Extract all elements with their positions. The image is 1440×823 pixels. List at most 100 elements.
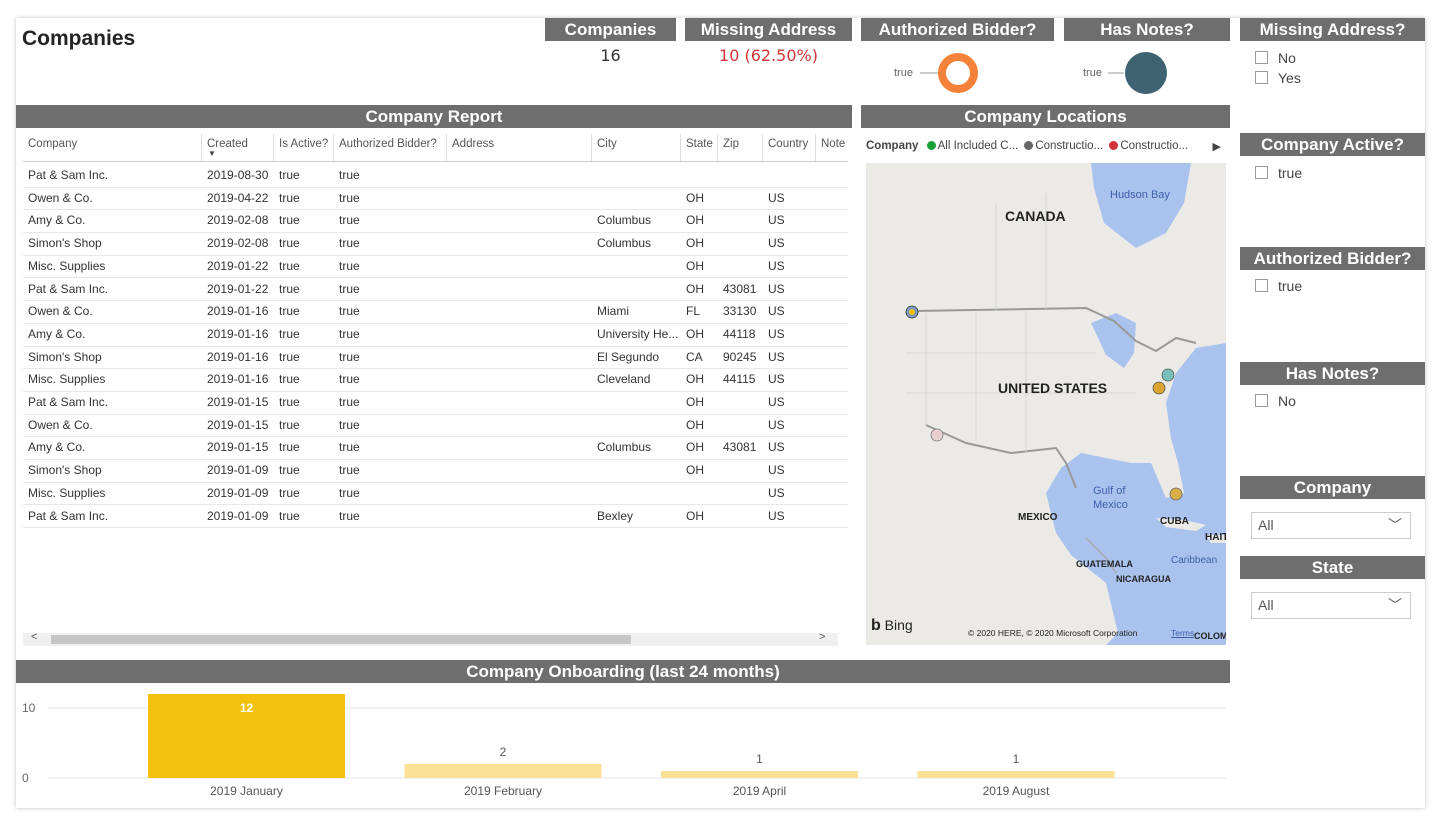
table-cell: Simon's Shop (28, 463, 102, 478)
col-is-active[interactable]: Is Active? (279, 138, 329, 150)
table-cell: OH (686, 326, 704, 341)
table-row[interactable]: Amy & Co. 2019-01-15 true true Columbus OH 430… (23, 436, 848, 461)
checkbox-icon (1255, 71, 1268, 84)
table-row[interactable]: Misc. Supplies 2019-01-22 true true OH US (23, 255, 848, 279)
table-row[interactable]: Misc. Supplies 2019-01-09 true true US (23, 482, 848, 506)
onboarding-bar[interactable] (404, 764, 602, 778)
table-cell: Pat & Sam Inc. (28, 508, 109, 523)
table-cell: true (339, 372, 360, 387)
table-cell: US (768, 326, 785, 341)
sort-desc-icon: ▼ (208, 149, 216, 158)
table-cell: true (339, 213, 360, 228)
table-cell: true (339, 304, 360, 319)
slicer-option-no[interactable]: No (1255, 50, 1296, 66)
table-cell: true (339, 463, 360, 478)
slicer-company-active-title: Company Active? (1240, 133, 1425, 156)
slicer-option-yes[interactable]: Yes (1255, 70, 1301, 86)
table-row[interactable]: Simon's Shop 2019-01-16 true true El Segundo… (23, 346, 848, 370)
donut-notes-chart[interactable] (1106, 51, 1170, 97)
map-background (866, 163, 1226, 645)
table-cell: Pat & Sam Inc. (28, 281, 109, 296)
table-cell: true (339, 236, 360, 251)
slicer-authorized-bidder-title: Authorized Bidder? (1240, 247, 1425, 270)
slicer-state-title: State (1240, 556, 1425, 579)
table-row[interactable]: Simon's Shop 2019-01-09 true true OH US (23, 459, 848, 483)
col-address[interactable]: Address (452, 138, 495, 150)
map-label-caribbean: Caribbean (1171, 555, 1218, 566)
company-locations-map[interactable]: CANADA Hudson Bay UNITED STATES Gulf of … (866, 163, 1226, 645)
legend-item-1[interactable]: All Included C... (926, 140, 1018, 152)
scroll-right-icon[interactable]: > (819, 631, 826, 643)
bar-data-label: 12 (240, 701, 254, 715)
x-tick-label: 2019 February (464, 784, 542, 798)
table-cell: US (768, 463, 785, 478)
table-cell: US (768, 258, 785, 273)
table-cell: 2019-02-08 (207, 213, 269, 228)
table-cell: true (339, 190, 360, 205)
col-country[interactable]: Country (768, 138, 809, 150)
col-note[interactable]: Note (821, 138, 846, 150)
col-created[interactable]: Created (207, 138, 248, 150)
onboarding-bar[interactable] (917, 771, 1115, 778)
slicer-option-true[interactable]: true (1255, 165, 1302, 181)
onboarding-bar[interactable] (661, 771, 858, 778)
table-cell: true (339, 440, 360, 455)
col-company[interactable]: Company (28, 138, 78, 150)
chevron-down-icon: ﹀ (1388, 597, 1402, 613)
legend-next-icon[interactable]: ▶ (1212, 141, 1221, 153)
kpi-missing-address-title: Missing Address (685, 18, 852, 41)
table-row[interactable]: Amy & Co. 2019-01-16 true true University He… (23, 323, 848, 347)
legend-item-2[interactable]: Constructio... (1024, 140, 1103, 152)
col-zip[interactable]: Zip (723, 138, 739, 150)
checkbox-icon (1255, 166, 1268, 179)
table-cell: US (768, 485, 785, 500)
table-cell: Amy & Co. (28, 213, 86, 228)
donut-authorized-chart[interactable] (918, 51, 982, 97)
table-row[interactable]: Simon's Shop 2019-02-08 true true Columbus OH… (23, 232, 848, 256)
table-row[interactable]: Owen & Co. 2019-01-15 true true OH US (23, 414, 848, 438)
table-cell: true (339, 349, 360, 364)
col-state[interactable]: State (686, 138, 713, 150)
table-row[interactable]: Owen & Co. 2019-01-16 true true Miami FL 33130… (23, 300, 848, 324)
table-cell: true (339, 326, 360, 341)
slicer-has-notes-title: Has Notes? (1240, 362, 1425, 385)
company-dropdown[interactable]: All ﹀ (1251, 512, 1411, 539)
table-cell: true (339, 508, 360, 523)
legend-title: Company (866, 140, 919, 152)
table-horizontal-scrollbar[interactable]: < > (23, 631, 838, 646)
table-cell: true (279, 485, 300, 500)
table-row[interactable]: Pat & Sam Inc. 2019-01-22 true true OH 43081 U… (23, 278, 848, 302)
slicer-option-no[interactable]: No (1255, 393, 1296, 409)
bar-data-label: 2 (500, 745, 507, 759)
table-cell: true (279, 304, 300, 319)
onboarding-bar[interactable] (148, 694, 345, 778)
table-cell: Misc. Supplies (28, 372, 106, 387)
slicer-option-true[interactable]: true (1255, 278, 1302, 294)
table-cell: OH (686, 190, 704, 205)
table-row[interactable]: Pat & Sam Inc. 2019-08-30 true true (23, 164, 848, 188)
table-cell: 2019-01-15 (207, 395, 269, 409)
table-cell: 2019-01-16 (207, 326, 269, 341)
table-cell: true (339, 281, 360, 296)
table-row[interactable]: Pat & Sam Inc. 2019-01-15 true true OH US (23, 391, 848, 415)
table-cell: Columbus (597, 440, 652, 455)
legend-item-3[interactable]: Constructio... (1109, 140, 1188, 152)
map-label-canada: CANADA (1005, 208, 1066, 224)
table-row[interactable]: Misc. Supplies 2019-01-16 true true Clevelan… (23, 368, 848, 392)
scrollbar-thumb[interactable] (51, 635, 631, 644)
table-cell: 2019-04-22 (207, 190, 269, 205)
table-row[interactable]: Pat & Sam Inc. 2019-01-09 true true Bexley OH… (23, 505, 848, 529)
col-city[interactable]: City (597, 138, 617, 150)
map-label-us: UNITED STATES (998, 380, 1108, 396)
state-dropdown[interactable]: All ﹀ (1251, 592, 1411, 619)
table-cell: 43081 (723, 281, 757, 296)
scroll-left-icon[interactable]: < (31, 631, 38, 643)
col-authorized-bidder[interactable]: Authorized Bidder? (339, 138, 437, 150)
table-row[interactable]: Owen & Co. 2019-04-22 true true OH US (23, 187, 848, 211)
table-cell: US (768, 417, 785, 432)
table-cell: Pat & Sam Inc. (28, 168, 109, 182)
table-cell: true (339, 395, 360, 409)
map-terms-link[interactable]: Terms (1171, 628, 1195, 638)
table-cell: true (279, 326, 300, 341)
table-row[interactable]: Amy & Co. 2019-02-08 true true Columbus OH US (23, 209, 848, 234)
